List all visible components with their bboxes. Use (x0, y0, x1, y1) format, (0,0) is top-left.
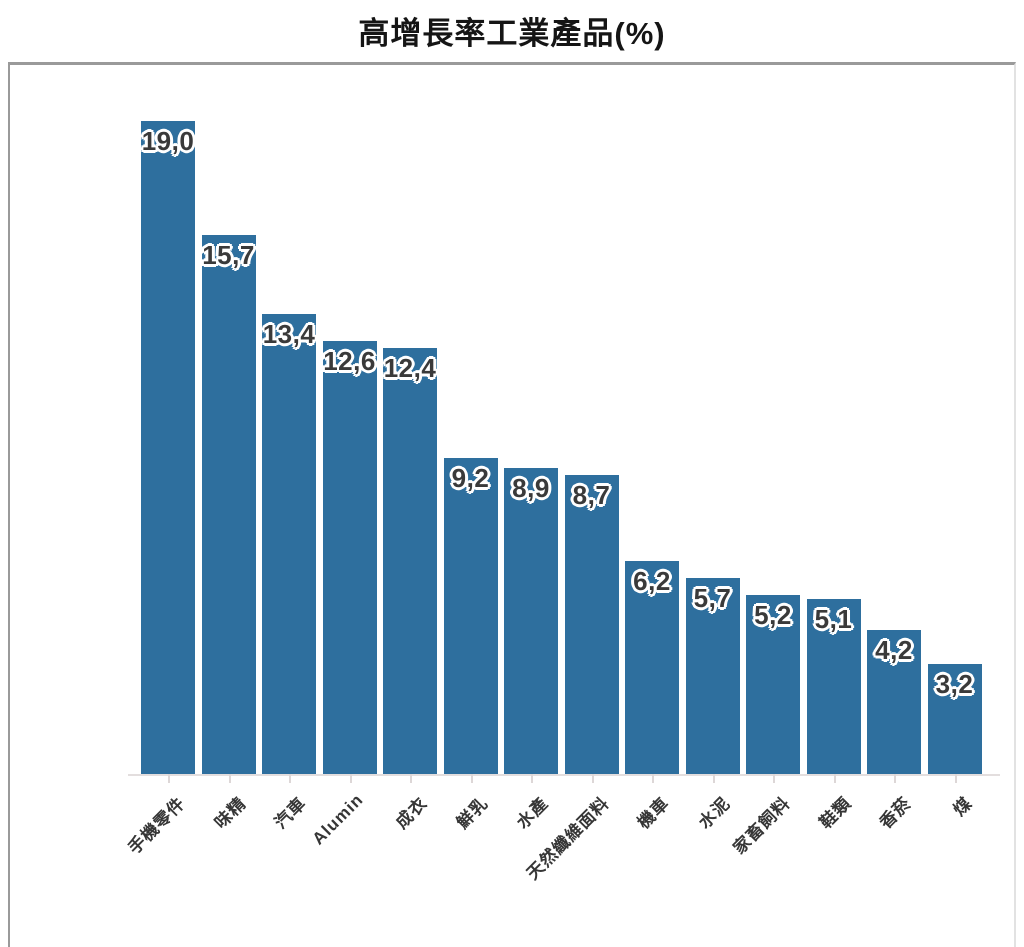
bar-value-label: 19,0 (141, 126, 195, 156)
bar-value-label: 8,9 (512, 473, 550, 503)
x-axis-label: 香菸 (876, 793, 915, 833)
x-axis-tick (954, 774, 957, 783)
x-axis-label: 水泥 (694, 793, 734, 833)
x-axis-label: 機車 (634, 793, 673, 833)
bar-value-label: 13,4 (262, 319, 316, 349)
bar (504, 468, 558, 774)
x-axis-tick (894, 774, 896, 783)
x-axis-tick (410, 774, 412, 783)
x-axis-label: 手機零件 (124, 793, 189, 858)
bar (443, 458, 498, 774)
x-axis-tick (470, 774, 473, 783)
bar-value-label: 3,2 (935, 669, 974, 699)
x-axis-tick (591, 774, 594, 783)
x-axis-label: 味精 (210, 793, 250, 833)
bar (564, 475, 619, 774)
bar-value-label: 15,7 (202, 240, 255, 270)
x-axis-tick (168, 774, 170, 783)
bar-value-label: 6,2 (633, 566, 671, 596)
x-axis-tick (228, 774, 231, 783)
chart-title: 高增長率工業產品(%) (358, 16, 666, 51)
x-axis-tick (712, 774, 715, 783)
x-axis-label: Alumin (308, 790, 367, 849)
bar-value-label: 12,6 (323, 346, 376, 376)
x-axis-tick (652, 774, 654, 783)
bar-value-label: 5,7 (693, 583, 732, 613)
bar-value-label: 12,4 (383, 353, 437, 383)
x-axis-line (128, 774, 1000, 776)
bar (141, 121, 195, 774)
x-axis-tick (773, 774, 775, 783)
bar-value-label: 9,2 (451, 463, 490, 493)
bar (746, 595, 800, 774)
bar (867, 630, 921, 774)
x-axis-label: 水產 (513, 793, 552, 833)
x-axis-label: 家畜飼料 (729, 793, 794, 858)
x-axis-tick (833, 774, 836, 783)
bar (322, 341, 377, 774)
x-axis-tick (531, 774, 533, 783)
x-axis-label: 成衣 (392, 793, 431, 833)
x-axis-label: 煤 (949, 793, 976, 820)
bar (927, 664, 982, 774)
plot-area: 19,0 手機零件 15,7 味精 13,4 汽車 12,6 Alumin 12,4 成衣 9,2 鮮… (10, 65, 1014, 947)
x-axis-tick (349, 774, 352, 783)
bar (685, 578, 740, 774)
bar (625, 561, 679, 774)
bar-value-label: 4,2 (875, 635, 913, 665)
bar (262, 314, 316, 774)
bar-value-label: 5,1 (814, 604, 853, 634)
bar (806, 599, 861, 774)
bar (201, 235, 256, 774)
bar (383, 348, 437, 774)
x-axis-label: 汽車 (271, 793, 310, 833)
chart-frame: 19,0 手機零件 15,7 味精 13,4 汽車 12,6 Alumin 12,4 成衣 9,2 鮮… (8, 62, 1016, 947)
x-axis-label: 鮮乳 (452, 793, 492, 833)
x-axis-tick (289, 774, 291, 783)
bar-value-label: 5,2 (754, 600, 792, 630)
x-axis-label: 鞋類 (815, 793, 855, 833)
bar-value-label: 8,7 (572, 480, 611, 510)
